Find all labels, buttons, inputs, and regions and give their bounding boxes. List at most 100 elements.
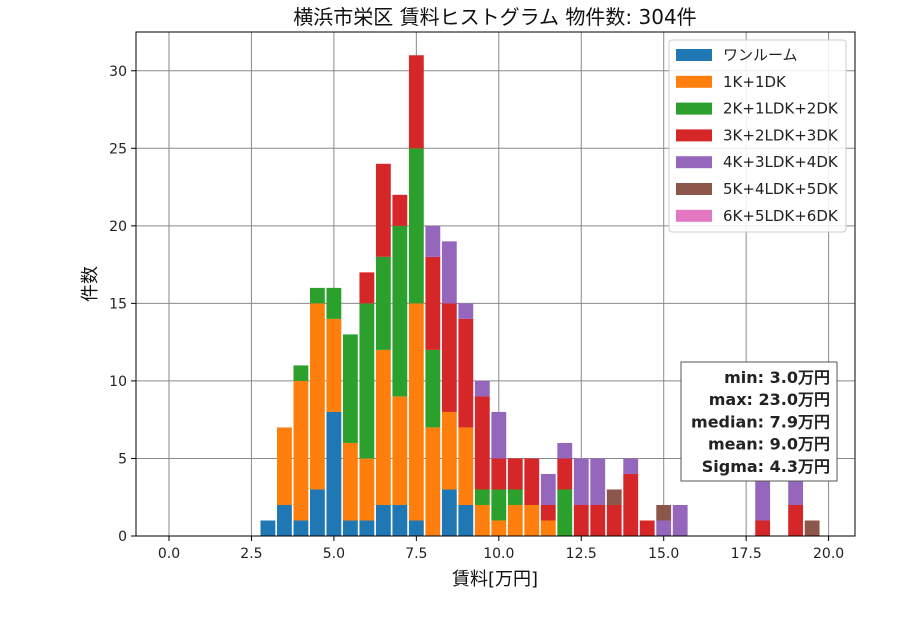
histogram-bar: [425, 427, 441, 536]
histogram-bar: [540, 473, 556, 505]
x-tick-label: 2.5: [240, 546, 262, 562]
histogram-bar: [425, 256, 441, 350]
histogram-bar: [507, 504, 523, 536]
histogram-bar: [293, 380, 309, 521]
x-tick-label: 10.0: [483, 546, 514, 562]
histogram-bar: [441, 241, 457, 304]
legend-label: 1K+1DK: [723, 73, 787, 91]
histogram-bar: [408, 55, 424, 149]
histogram-bar: [491, 489, 507, 521]
y-tick-label: 15: [109, 296, 127, 312]
histogram-bar: [276, 427, 292, 505]
histogram-bar: [293, 365, 309, 381]
y-tick-label: 20: [109, 219, 127, 235]
histogram-bar: [392, 194, 408, 226]
histogram-bar: [425, 349, 441, 428]
histogram-bar: [474, 396, 490, 490]
histogram-bar: [342, 520, 358, 536]
histogram-bar: [590, 504, 606, 536]
bars: [260, 55, 820, 536]
legend-label: 4K+3LDK+4DK: [723, 153, 839, 171]
stats-line: median: 7.9万円: [691, 412, 830, 431]
histogram-bar: [540, 520, 556, 536]
legend-swatch: [676, 183, 712, 195]
legend-label: 5K+4LDK+5DK: [723, 180, 839, 198]
x-tick-label: 5.0: [323, 546, 345, 562]
histogram-bar: [375, 256, 391, 350]
x-tick-label: 15.0: [648, 546, 679, 562]
y-tick-label: 0: [118, 529, 127, 545]
histogram-bar: [359, 272, 375, 304]
legend-swatch: [676, 75, 712, 88]
histogram-bar: [441, 303, 457, 412]
legend-swatch: [676, 49, 712, 61]
histogram-bar: [557, 458, 573, 490]
histogram-bar: [359, 303, 375, 459]
x-tick-label: 17.5: [731, 546, 762, 562]
histogram-bar: [408, 148, 424, 304]
stats-box: min: 3.0万円 max: 23.0万円 median: 7.9万円 mean: …: [680, 361, 838, 482]
legend: ワンルーム 1K+1DK 2K+1LDK+2DK 3K+2LDK+3DK 4K+3LDK…: [668, 39, 847, 233]
legend-swatch: [676, 156, 712, 169]
histogram-bar: [606, 504, 622, 536]
histogram-bar: [491, 411, 507, 459]
y-tick-label: 5: [118, 451, 127, 467]
y-tick-label: 30: [109, 64, 127, 80]
stats-line: max: 23.0万円: [709, 390, 830, 409]
histogram-bar: [441, 411, 457, 490]
histogram-bar: [458, 427, 474, 505]
histogram-bar: [326, 287, 342, 319]
histogram-bar: [507, 489, 523, 505]
histogram-bar: [309, 287, 325, 304]
x-tick-label: 20.0: [813, 546, 844, 562]
histogram-bar: [309, 303, 325, 490]
histogram-bar: [342, 334, 358, 443]
histogram-bar: [491, 458, 507, 490]
histogram-bar: [326, 318, 342, 412]
histogram-bar: [606, 489, 622, 505]
histogram-bar: [788, 504, 804, 536]
histogram-bar: [623, 458, 639, 474]
y-tick-label: 25: [109, 141, 127, 157]
plot-frame: [135, 31, 856, 537]
histogram-bar: [309, 489, 325, 536]
chart-title: 横浜市栄区 賃料ヒストグラム 物件数: 304件: [293, 5, 696, 29]
histogram-bar: [458, 318, 474, 428]
histogram-bar: [474, 380, 490, 397]
histogram-bar: [656, 520, 672, 536]
stats-frame: [680, 361, 838, 482]
histogram-bar: [425, 225, 441, 257]
stats-line: mean: 9.0万円: [708, 435, 830, 454]
histogram-bar: [573, 458, 589, 505]
histogram-bar: [755, 520, 771, 536]
histogram-bar: [524, 504, 540, 536]
histogram-bar: [804, 520, 820, 536]
x-tick-label: 12.5: [566, 546, 597, 562]
histogram-bar: [672, 504, 688, 536]
legend-label: 6K+5LDK+6DK: [723, 207, 839, 225]
x-axis-label: 賃料[万円]: [452, 569, 538, 590]
histogram-bar: [557, 442, 573, 459]
histogram-bar: [540, 504, 556, 521]
histogram-bar: [458, 303, 474, 319]
histogram-bar: [639, 520, 655, 536]
histogram-bar: [408, 520, 424, 536]
legend-swatch: [676, 129, 712, 142]
legend-swatch: [676, 209, 712, 222]
histogram-bar: [359, 520, 375, 536]
histogram-bar: [342, 442, 358, 521]
legend-label: 2K+1LDK+2DK: [723, 100, 839, 118]
histogram-bar: [441, 489, 457, 536]
histogram-bar: [359, 458, 375, 521]
histogram-bar: [408, 303, 424, 521]
legend-frame: [668, 39, 847, 233]
histogram-bar: [392, 504, 408, 536]
histogram-bar: [507, 458, 523, 490]
stats-line: Sigma: 4.3万円: [702, 457, 830, 476]
histogram-bar: [260, 520, 276, 536]
histogram-bar: [474, 504, 490, 536]
histogram-bar: [557, 489, 573, 536]
legend-swatch: [676, 102, 712, 115]
histogram-bar: [573, 504, 589, 536]
